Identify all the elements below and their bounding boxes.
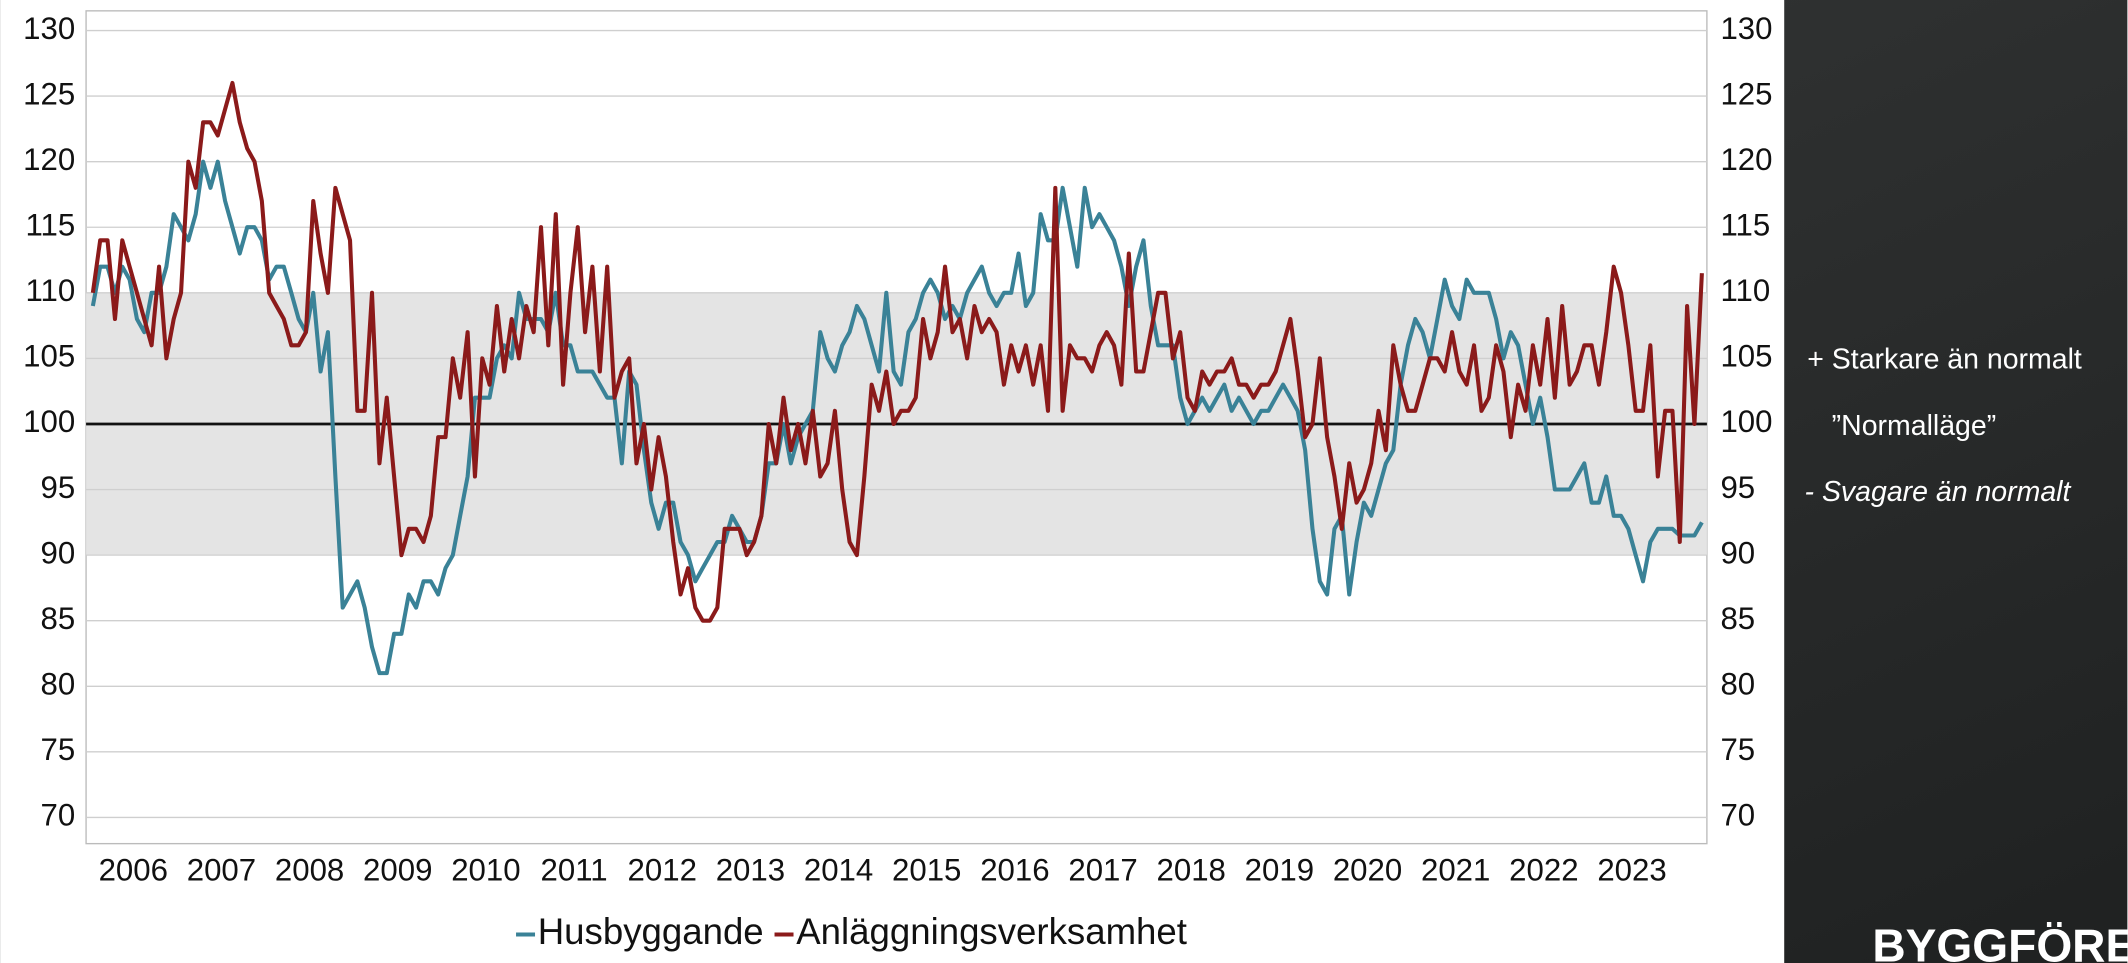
y-tick-label: 95: [41, 470, 76, 505]
y2-tick-label: 90: [1720, 535, 1755, 570]
y-tick-label: 125: [23, 76, 75, 111]
x-tick-label: 2023: [1597, 852, 1666, 887]
y-tick-label: 120: [23, 142, 75, 177]
y-tick-label: 85: [41, 601, 76, 636]
x-tick-label: 2008: [275, 852, 344, 887]
annotation: - Svagare än normalt: [1805, 476, 2072, 508]
annotation: ”Normalläge”: [1832, 410, 1997, 442]
legend-label: Anläggningsverksamhet: [796, 911, 1187, 952]
y2-tick-label: 80: [1720, 666, 1755, 701]
y-tick-label: 80: [41, 666, 76, 701]
logo: BYGGFÖRETAGEN: [1872, 920, 2128, 963]
x-tick-label: 2021: [1421, 852, 1490, 887]
y2-tick-label: 115: [1720, 207, 1770, 242]
x-tick-label: 2018: [1157, 852, 1226, 887]
y2-tick-label: 95: [1720, 470, 1755, 505]
y-tick-label: 70: [41, 798, 76, 833]
series-line: [90, 159, 1704, 676]
y2-tick-label: 75: [1720, 732, 1755, 767]
legend-label: Husbyggande: [538, 911, 764, 952]
y2-tick-label: 120: [1720, 142, 1772, 177]
y2-tick-label: 125: [1720, 76, 1772, 111]
x-tick-label: 2010: [451, 852, 520, 887]
x-tick-label: 2020: [1333, 852, 1402, 887]
y2-tick-label: 130: [1720, 11, 1772, 46]
x-tick-label: 2013: [716, 852, 785, 887]
x-tick-label: 2019: [1245, 852, 1314, 887]
y-tick-label: 90: [41, 535, 76, 570]
x-tick-label: 2011: [541, 852, 608, 887]
x-tick-label: 2015: [892, 852, 961, 887]
x-tick-label: 2016: [980, 852, 1049, 887]
y-tick-label: 75: [41, 732, 76, 767]
annotation: + Starkare än normalt: [1807, 343, 2082, 375]
x-tick-label: 2017: [1068, 852, 1137, 887]
y2-tick-label: 100: [1720, 404, 1772, 439]
x-tick-label: 2012: [628, 852, 697, 887]
y-tick-label: 105: [23, 339, 75, 374]
series-line: [90, 80, 1704, 623]
y-tick-label: 100: [23, 404, 75, 439]
y2-tick-label: 85: [1720, 601, 1755, 636]
x-tick-label: 2022: [1509, 852, 1578, 887]
y2-tick-label: 110: [1720, 273, 1770, 308]
y2-tick-label: 70: [1720, 798, 1755, 833]
y-tick-label: 110: [25, 273, 75, 308]
y2-tick-label: 105: [1720, 339, 1772, 374]
x-tick-label: 2009: [363, 852, 432, 887]
x-tick-label: 2006: [99, 852, 168, 887]
x-tick-label: 2014: [804, 852, 873, 887]
y-tick-label: 130: [23, 11, 75, 46]
y-tick-label: 115: [25, 207, 75, 242]
x-tick-label: 2007: [187, 852, 256, 887]
